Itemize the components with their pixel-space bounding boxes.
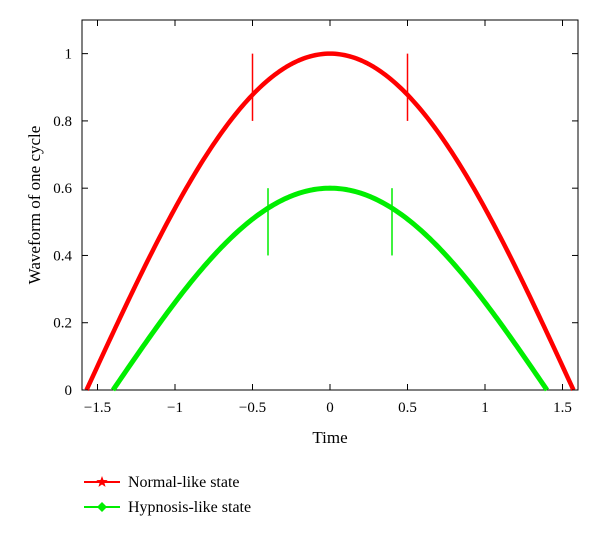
x-tick-label: −1.5 <box>84 400 111 416</box>
legend-item-2: Hypnosis-like state <box>84 499 251 516</box>
y-axis-ticks: 0 0.2 0.4 0.6 0.8 1 <box>53 47 578 399</box>
x-tick-label: 1 <box>481 400 489 416</box>
x-tick-label: 1.5 <box>553 400 572 416</box>
y-tick-label: 0.6 <box>53 181 72 197</box>
x-axis-ticks: −1.5 −1 −0.5 0 0.5 1 1.5 <box>84 20 572 416</box>
plot-frame <box>81 19 579 391</box>
x-tick-label: 0 <box>326 400 334 416</box>
legend-item-1: Normal-like state <box>84 474 240 491</box>
plot-area <box>81 19 579 392</box>
series-1 <box>84 51 576 391</box>
y-tick-label: 0 <box>65 383 73 399</box>
x-tick-label: 0.5 <box>398 400 417 416</box>
x-tick-label: −0.5 <box>239 400 266 416</box>
y-tick-label: 0.4 <box>53 248 72 264</box>
y-tick-label: 1 <box>65 47 73 63</box>
star-marker-icon <box>96 476 108 487</box>
y-tick-label: 0.8 <box>53 114 72 130</box>
legend-label: Normal-like state <box>128 474 240 491</box>
legend: Normal-like state Hypnosis-like state <box>84 474 251 516</box>
x-axis-label: Time <box>312 428 347 447</box>
series-line-1 <box>84 51 576 391</box>
legend-label: Hypnosis-like state <box>128 499 251 516</box>
diamond-marker-icon <box>97 502 107 512</box>
series-2 <box>110 185 550 392</box>
series-line-2 <box>110 185 550 392</box>
y-tick-label: 0.2 <box>53 316 72 332</box>
y-axis-label: Waveform of one cycle <box>25 126 44 285</box>
x-tick-label: −1 <box>167 400 183 416</box>
